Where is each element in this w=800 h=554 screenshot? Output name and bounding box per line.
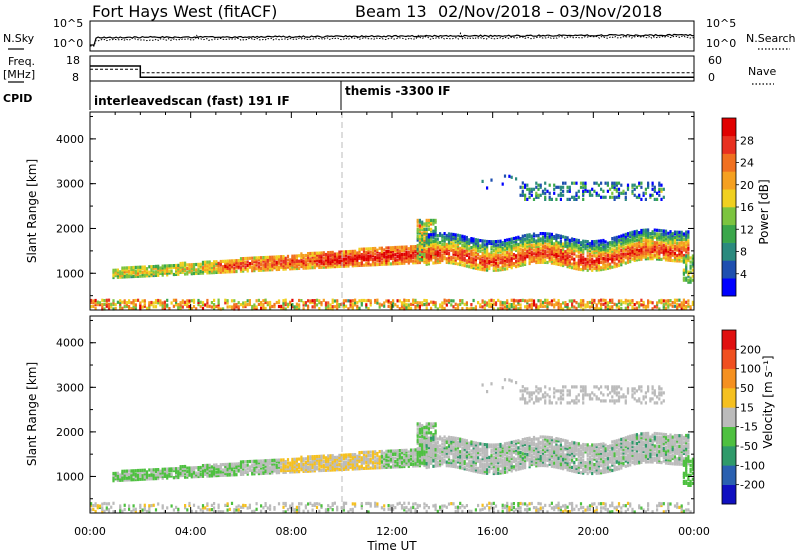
y-tick-label: 1000: [56, 267, 84, 280]
velocity-panel: 1000 2000 3000 4000 Slant Range [km] 200 100…: [25, 112, 775, 553]
colorbar-swatch: [722, 426, 736, 447]
x-tick-label: 16:00: [477, 525, 509, 538]
nsearch-label: N.Search: [746, 32, 796, 45]
mhz-label: [MHz]: [3, 68, 35, 81]
noise-left-tick-bottom: 10^0: [53, 37, 83, 50]
time-axis: 00:00 04:00 08:00 12:00 16:00 20:00 00:00: [74, 112, 710, 538]
colorbar-swatch: [722, 484, 736, 505]
y-tick-label: 2000: [56, 222, 84, 235]
x-tick-label: 12:00: [376, 525, 408, 538]
colorbar-swatch: [722, 242, 736, 261]
colorbar-swatch: [722, 135, 736, 154]
velocity-data: [90, 378, 694, 514]
colorbar-swatch: [722, 349, 736, 369]
velocity-cbar-label: Velocity [m s⁻¹]: [761, 355, 775, 448]
colorbar-tick-label: 50: [740, 382, 754, 395]
power-ylabel: Slant Range [km]: [25, 159, 39, 263]
colorbar-swatch: [722, 407, 736, 427]
power-data: [90, 174, 694, 311]
velocity-ylabel: Slant Range [km]: [25, 362, 39, 466]
x-tick-label: 04:00: [175, 525, 207, 538]
colorbar-swatch: [722, 388, 736, 408]
y-tick-label: 4000: [56, 337, 84, 350]
colorbar-tick-label: 24: [740, 157, 754, 170]
colorbar-tick-label: -50: [740, 440, 758, 453]
colorbar-tick-label: 16: [740, 201, 754, 214]
power-colorbar: 4 8 12 16 20 24 28: [721, 117, 754, 297]
colorbar-swatch: [722, 171, 736, 190]
freq-series: [90, 65, 694, 79]
colorbar-swatch: [722, 189, 736, 208]
y-tick-label: 3000: [56, 381, 84, 394]
x-tick-label: 00:00: [74, 525, 106, 538]
cpid-label: CPID: [3, 92, 32, 105]
power-panel: 1000 2000 3000 4000 Slant Range [km] 4 8 12 16…: [25, 111, 771, 311]
colorbar-tick-label: 12: [740, 223, 754, 236]
y-tick-label: 3000: [56, 178, 84, 191]
cpid-program-1: interleavedscan (fast) 191 IF: [94, 94, 290, 108]
noise-left-tick-top: 10^5: [53, 17, 83, 30]
noise-right-tick-bottom: 10^0: [706, 37, 736, 50]
y-tick-label: 2000: [56, 426, 84, 439]
colorbar-tick-label: 200: [740, 343, 761, 356]
freq-nave-panel: Freq. [MHz] 18 8 60 0 Nave: [3, 54, 776, 85]
colorbar-tick-label: 100: [740, 363, 761, 376]
colorbar-tick-label: 4: [740, 268, 747, 281]
colorbar-swatch: [722, 224, 736, 243]
noise-right-tick-top: 10^5: [706, 17, 736, 30]
colorbar-tick-label: -200: [740, 479, 765, 492]
colorbar-tick-label: 15: [740, 401, 754, 414]
velocity-colorbar: 200 100 50 15 -15 -50 -100 -200: [721, 329, 765, 505]
cpid-program-2: themis -3300 IF: [345, 84, 451, 98]
nsearch-series: [90, 31, 695, 47]
nave-series: [90, 68, 694, 74]
velocity-y-axis: 1000 2000 3000 4000: [56, 319, 694, 500]
colorbar-swatch: [722, 207, 736, 226]
colorbar-tick-label: -100: [740, 459, 765, 472]
x-tick-label: 20:00: [577, 525, 609, 538]
colorbar-tick-label: -15: [740, 421, 758, 434]
colorbar-swatch: [722, 278, 736, 297]
colorbar-swatch: [722, 368, 736, 389]
colorbar-swatch: [722, 465, 736, 485]
cpid-row: CPID interleavedscan (fast) 191 IF themi…: [3, 81, 451, 110]
power-cbar-label: Power [dB]: [757, 179, 771, 244]
nave-tick-top: 60: [708, 54, 722, 67]
colorbar-swatch: [722, 330, 736, 350]
freq-label: Freq.: [8, 55, 35, 68]
colorbar-tick-label: 8: [740, 246, 747, 259]
colorbar-swatch: [722, 446, 736, 466]
freq-tick-top: 18: [66, 54, 80, 67]
y-tick-label: 4000: [56, 133, 84, 146]
colorbar-swatch: [722, 260, 736, 279]
nsky-series: [90, 33, 695, 46]
nave-tick-bottom: 0: [708, 71, 715, 84]
colorbar-swatch: [722, 118, 736, 137]
beam-label: Beam 13: [355, 2, 427, 21]
x-tick-label: 08:00: [275, 525, 307, 538]
colorbar-tick-label: 28: [740, 134, 754, 147]
power-y-axis: 1000 2000 3000 4000: [56, 115, 694, 297]
colorbar-tick-label: 20: [740, 179, 754, 192]
y-tick-label: 1000: [56, 470, 84, 483]
freq-tick-bottom: 8: [72, 71, 79, 84]
noise-panel: N.Sky 10^5 10^0 10^5 10^0 N.Search: [3, 17, 796, 52]
x-tick-label: 00:00: [678, 525, 710, 538]
nave-label: Nave: [748, 65, 776, 78]
date-range: 02/Nov/2018 – 03/Nov/2018: [438, 2, 662, 21]
colorbar-swatch: [722, 153, 736, 172]
nsky-label: N.Sky: [3, 32, 35, 45]
time-axis-label: Time UT: [366, 539, 417, 553]
plot-title: Fort Hays West (fitACF): [92, 2, 277, 21]
